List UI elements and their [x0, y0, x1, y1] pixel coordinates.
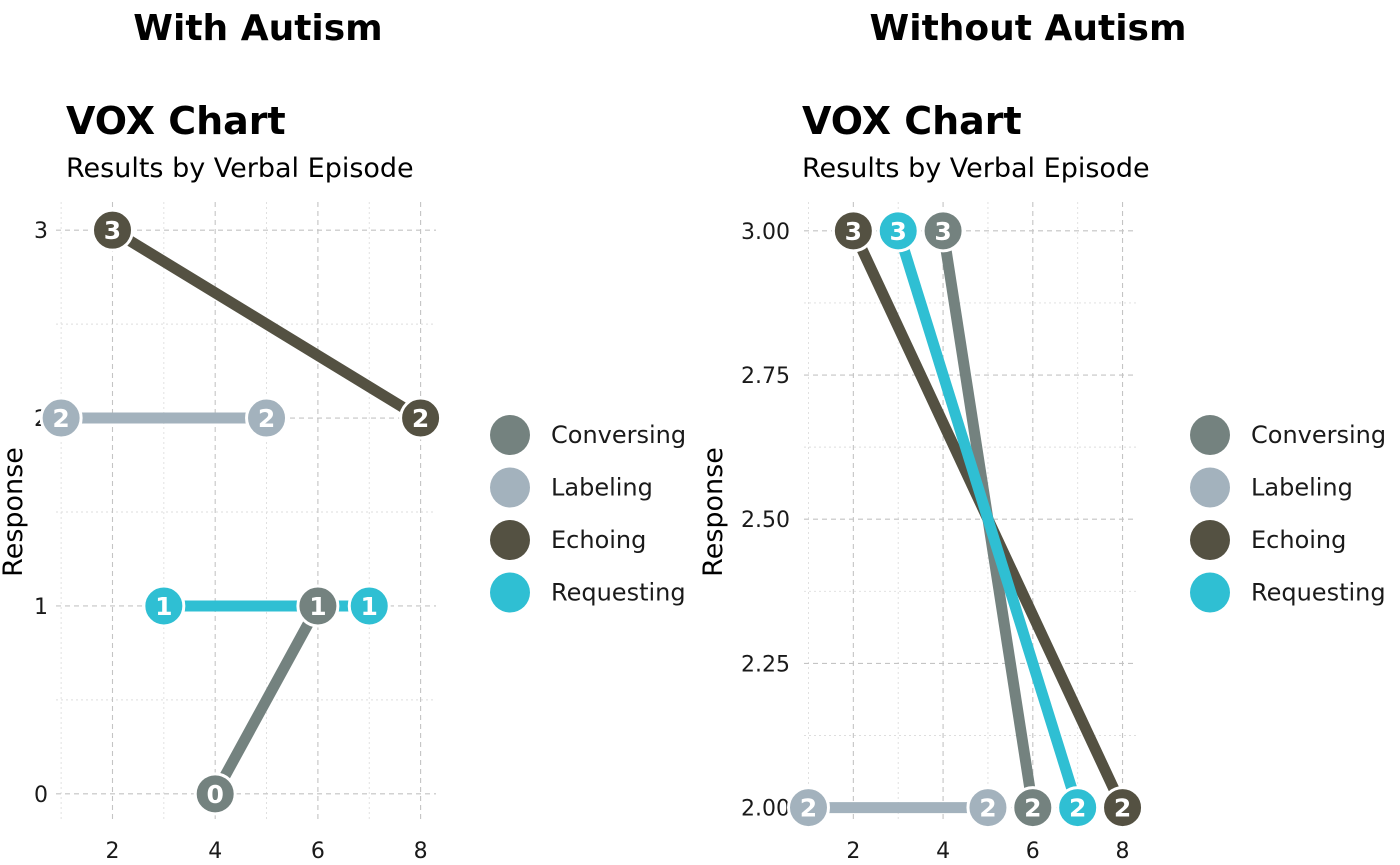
- x-tick-label: 2: [846, 839, 860, 864]
- data-point-echoing: [399, 396, 443, 440]
- legend: Conversing Labeling Echoing Requesting: [1190, 415, 1386, 613]
- data-point-conversing: [1011, 786, 1055, 830]
- data-point-requesting: [142, 584, 186, 628]
- x-tick-label: 4: [936, 839, 950, 864]
- legend-label: Requesting: [1251, 579, 1386, 607]
- x-tick-label: 4: [208, 839, 222, 864]
- data-label: 2: [1114, 794, 1131, 823]
- legend-label: Labeling: [1251, 474, 1353, 502]
- data-label: 0: [206, 780, 223, 809]
- chart-subtitle: Results by Verbal Episode: [66, 153, 414, 184]
- data-point-conversing: [921, 209, 965, 253]
- series-line-requesting: [892, 229, 1083, 810]
- chart-title: VOX Chart: [802, 99, 1022, 143]
- legend-label: Echoing: [1251, 526, 1346, 554]
- data-point-requesting: [1056, 786, 1100, 830]
- data-label: 2: [258, 404, 275, 433]
- data-point-labeling: [245, 396, 289, 440]
- data-label: 2: [800, 794, 817, 823]
- data-point-requesting: [876, 209, 920, 253]
- y-axis-label: Response: [0, 447, 29, 577]
- x-tick-label: 2: [105, 839, 119, 864]
- data-point-requesting: [347, 584, 391, 628]
- legend-key-echoing: [490, 520, 530, 560]
- legend-key-labeling: [1190, 467, 1230, 508]
- legend-key-echoing: [1190, 520, 1230, 560]
- data-label: 1: [361, 592, 378, 621]
- data-point-labeling: [966, 786, 1010, 830]
- data-point-conversing: [193, 772, 237, 816]
- y-axis-label: Response: [698, 447, 729, 577]
- x-tick-label: 6: [311, 839, 325, 864]
- y-tick-label: 2.75: [741, 364, 790, 389]
- data-label: 3: [845, 217, 862, 246]
- y-tick-label: 1: [34, 595, 48, 620]
- legend-label: Echoing: [551, 526, 646, 554]
- data-point-echoing: [1101, 786, 1145, 830]
- plot-area: 2468012301223211: [34, 202, 443, 864]
- series-line-echoing: [109, 225, 424, 423]
- chart-subtitle: Results by Verbal Episode: [802, 153, 1150, 184]
- legend-label: Conversing: [551, 421, 686, 449]
- panel-with-autism: With Autism VOX Chart Results by Verbal …: [0, 8, 686, 864]
- x-tick-label: 6: [1026, 839, 1040, 864]
- data-label: 2: [979, 794, 996, 823]
- data-point-labeling: [39, 396, 83, 440]
- x-tick-label: 8: [414, 839, 428, 864]
- panel-heading: With Autism: [133, 8, 382, 49]
- data-label: 2: [52, 404, 69, 433]
- legend-key-labeling: [490, 467, 530, 508]
- data-point-labeling: [786, 786, 830, 830]
- legend-key-requesting: [490, 572, 530, 613]
- legend-label: Conversing: [1251, 421, 1386, 449]
- y-tick-label: 2.50: [741, 508, 790, 533]
- legend: Conversing Labeling Echoing Requesting: [490, 415, 686, 613]
- legend-label: Labeling: [551, 474, 653, 502]
- y-tick-label: 0: [34, 783, 48, 808]
- legend-key-requesting: [1190, 572, 1230, 613]
- legend-key-conversing: [490, 415, 530, 455]
- data-label: 1: [155, 592, 172, 621]
- y-tick-label: 3.00: [741, 220, 790, 245]
- panel-heading: Without Autism: [870, 8, 1187, 49]
- y-tick-label: 2.25: [741, 652, 790, 677]
- chart-title: VOX Chart: [66, 99, 286, 143]
- data-point-echoing: [90, 208, 134, 252]
- x-tick-label: 8: [1116, 839, 1130, 864]
- data-label: 3: [104, 216, 121, 245]
- data-point-conversing: [296, 584, 340, 628]
- data-label: 1: [309, 592, 326, 621]
- data-label: 3: [934, 217, 951, 246]
- legend-key-conversing: [1190, 415, 1230, 455]
- data-label: 2: [412, 404, 429, 433]
- data-label: 3: [890, 217, 907, 246]
- series-line-conversing: [210, 603, 323, 797]
- data-label: 2: [1024, 794, 1041, 823]
- data-label: 2: [1069, 794, 1086, 823]
- y-tick-label: 3: [34, 219, 48, 244]
- panel-without-autism: Without Autism VOX Chart Results by Verb…: [698, 8, 1386, 864]
- data-point-echoing: [831, 209, 875, 253]
- y-tick-label: 2.00: [741, 797, 790, 822]
- legend-label: Requesting: [551, 579, 686, 607]
